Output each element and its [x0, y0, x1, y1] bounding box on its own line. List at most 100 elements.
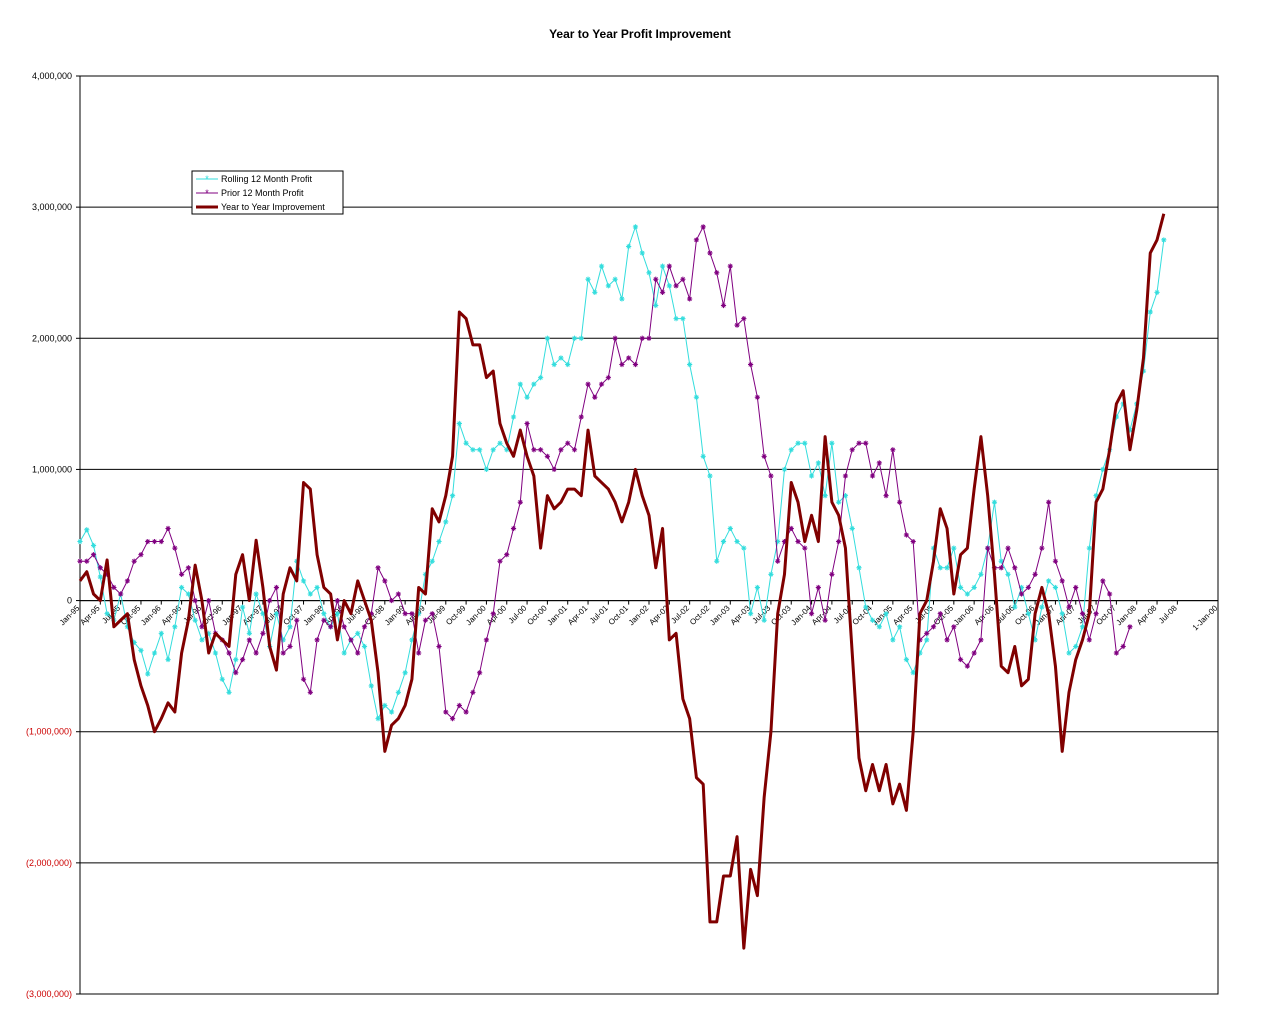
data-point — [720, 302, 727, 309]
data-point — [449, 493, 456, 499]
data-point — [639, 335, 645, 341]
legend-marker-prior: * — [205, 188, 209, 198]
chart-title: Year to Year Profit Improvement — [549, 27, 731, 41]
data-point — [158, 538, 164, 545]
y-tick-label: (3,000,000) — [26, 989, 72, 999]
series-2 — [78, 213, 1166, 950]
data-point — [876, 624, 882, 630]
y-tick-label: 1,000,000 — [32, 464, 72, 474]
data-point — [124, 578, 131, 584]
data-point — [903, 532, 910, 538]
data-point — [592, 289, 598, 295]
data-point — [1086, 545, 1092, 551]
data-point — [1018, 584, 1025, 591]
data-point — [1012, 604, 1018, 610]
data-point — [219, 676, 225, 682]
data-point — [551, 466, 557, 473]
legend-label-prior: Prior 12 Month Profit — [221, 188, 304, 198]
data-point — [355, 630, 361, 636]
series-line-1 — [80, 226, 1131, 720]
data-point — [998, 565, 1004, 571]
data-point — [124, 624, 131, 630]
data-point — [504, 447, 510, 453]
data-point — [1154, 289, 1160, 295]
data-point — [524, 420, 530, 427]
data-point — [1052, 584, 1059, 591]
data-point — [490, 611, 496, 617]
data-point — [463, 709, 469, 715]
data-point — [233, 656, 239, 663]
data-point — [118, 591, 124, 597]
data-point — [612, 335, 618, 341]
data-point — [90, 542, 97, 549]
data-point — [734, 322, 740, 328]
data-point — [788, 525, 794, 532]
data-point — [260, 630, 266, 636]
data-point — [565, 361, 571, 368]
data-point — [808, 611, 815, 617]
data-point — [368, 611, 374, 617]
data-point — [808, 473, 815, 479]
data-point — [741, 545, 747, 551]
series-line-2 — [78, 213, 1166, 950]
data-point — [388, 597, 395, 604]
data-point — [1046, 499, 1052, 505]
data-point — [869, 473, 876, 479]
data-point — [781, 466, 788, 473]
data-point — [768, 571, 774, 577]
data-point — [795, 538, 801, 545]
data-point — [687, 296, 693, 302]
data-point — [544, 453, 550, 459]
data-point — [1046, 578, 1052, 584]
data-point — [382, 578, 388, 584]
legend-item-rolling: * Rolling 12 Month Profit — [196, 174, 313, 184]
data-point — [206, 630, 212, 636]
data-point — [524, 394, 530, 400]
data-point — [863, 440, 869, 446]
data-point — [1073, 643, 1079, 650]
y-tick-label: (1,000,000) — [26, 727, 72, 737]
data-point — [707, 250, 713, 256]
data-point — [348, 637, 354, 643]
y-tick-label: 0 — [67, 596, 72, 606]
data-point — [226, 689, 232, 695]
data-point — [1100, 466, 1106, 473]
data-point — [409, 637, 415, 643]
data-point — [714, 270, 720, 276]
data-point — [436, 643, 442, 650]
data-point — [761, 453, 767, 459]
data-point — [775, 558, 781, 564]
data-point — [361, 624, 368, 630]
data-point — [598, 263, 605, 269]
data-point — [253, 591, 259, 597]
data-point — [700, 453, 706, 459]
data-point — [951, 545, 957, 551]
data-point — [538, 447, 544, 453]
data-point — [788, 447, 794, 453]
data-point — [930, 545, 937, 551]
data-point — [849, 525, 855, 532]
data-point — [84, 558, 90, 564]
data-point — [517, 499, 523, 505]
data-point — [924, 630, 930, 636]
data-point — [97, 574, 103, 580]
legend-item-prior: * Prior 12 Month Profit — [196, 188, 304, 198]
data-point — [131, 639, 137, 646]
data-point — [978, 571, 984, 577]
data-point — [1066, 650, 1072, 656]
data-point — [145, 538, 151, 545]
data-point — [883, 493, 889, 499]
data-point — [1079, 624, 1086, 630]
data-point — [212, 650, 219, 656]
data-point — [172, 545, 178, 551]
data-point — [551, 361, 557, 368]
data-point — [761, 617, 767, 623]
data-point — [531, 447, 537, 453]
data-point — [1161, 237, 1167, 243]
data-point — [1005, 571, 1011, 577]
data-point — [571, 335, 578, 341]
data-point — [836, 499, 842, 505]
data-point — [598, 381, 605, 387]
data-point — [795, 440, 801, 446]
